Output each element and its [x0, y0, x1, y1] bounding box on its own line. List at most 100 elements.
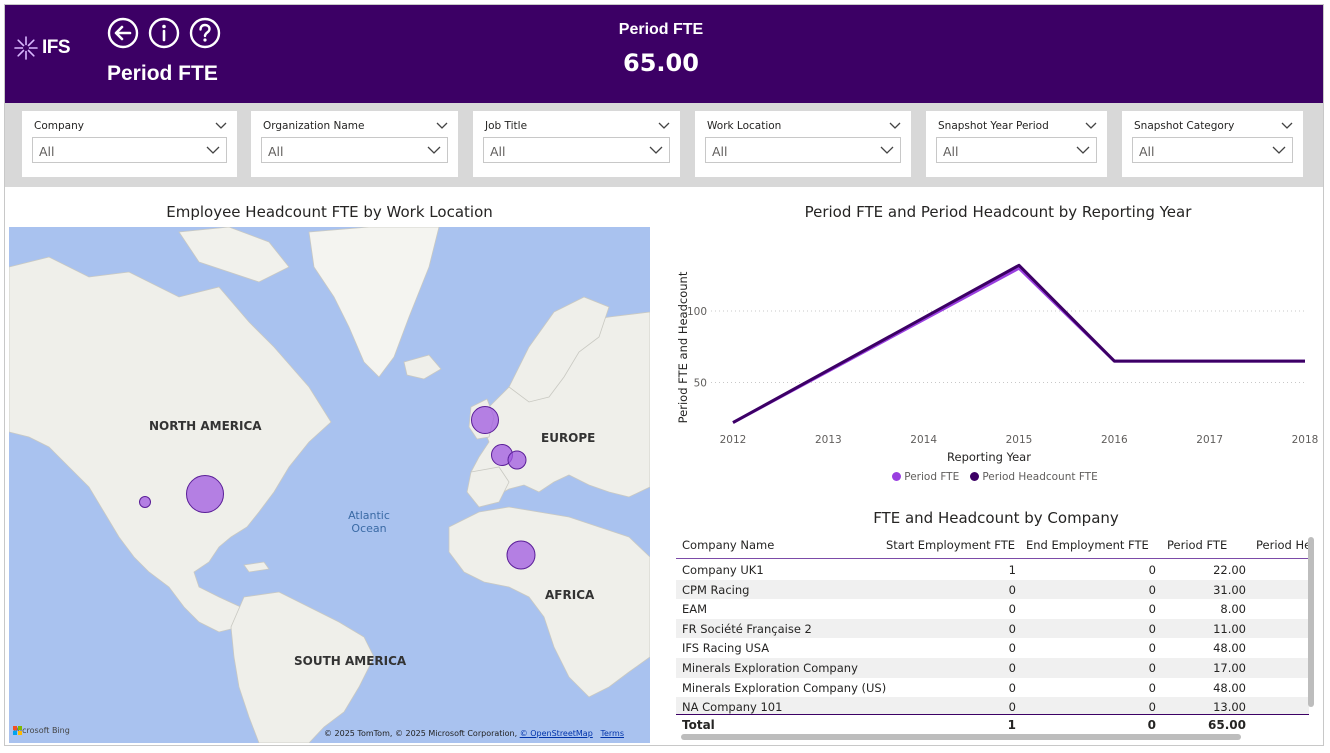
- x-tick-label: 2013: [815, 434, 842, 446]
- slicer-dropdown[interactable]: All: [32, 137, 227, 163]
- company-name-cell: EAM: [682, 602, 708, 617]
- column-header[interactable]: Start Employment FTE: [886, 538, 1015, 552]
- column-header[interactable]: Period FTE: [1167, 538, 1228, 552]
- slicer-work-location[interactable]: Work Location All: [695, 111, 911, 177]
- info-icon[interactable]: [148, 17, 180, 49]
- column-header[interactable]: End Employment FTE: [1026, 538, 1149, 552]
- start-fte-cell: 0: [1008, 661, 1016, 675]
- slicer-label: Snapshot Category: [1134, 120, 1235, 132]
- ifs-logo-text: IFS: [42, 37, 71, 58]
- help-icon[interactable]: [189, 17, 221, 49]
- end-fte-cell: 0: [1148, 680, 1156, 695]
- table-row[interactable]: FR Société Française 2 0 0 11.00: [676, 618, 1309, 639]
- table-row[interactable]: Minerals Exploration Company (US) 0 0 48.00: [676, 678, 1309, 698]
- x-tick-label: 2018: [1292, 434, 1319, 446]
- slicer-dropdown[interactable]: All: [261, 137, 448, 163]
- chevron-down-icon: [206, 146, 220, 154]
- report-header: IFS Period FTE Period FTE 65.00: [5, 5, 1323, 103]
- y-tick-label: 50: [694, 378, 707, 390]
- slicer-organization-name[interactable]: Organization Name All: [251, 111, 458, 177]
- chevron-down-icon[interactable]: [1085, 120, 1097, 130]
- table-row[interactable]: EAM 0 0 8.00: [676, 599, 1309, 619]
- line-chart: 2012 2013 2014 2015 2016 2017 2018 50 100 Repor…: [673, 227, 1323, 489]
- period-fte-cell: 48.00: [1213, 641, 1246, 656]
- world-map[interactable]: [9, 227, 650, 743]
- slicer-value: All: [268, 144, 284, 159]
- table-row[interactable]: IFS Racing USA 0 0 48.00: [676, 638, 1309, 658]
- slicer-snapshot-year-period[interactable]: Snapshot Year Period All: [926, 111, 1107, 177]
- company-name-cell: Minerals Exploration Company: [682, 661, 858, 675]
- period-fte-cell: 31.00: [1213, 582, 1246, 597]
- slicer-job-title[interactable]: Job Title All: [473, 111, 680, 177]
- series-line[interactable]: [732, 263, 1305, 424]
- total-start-fte: 1: [1007, 718, 1016, 732]
- location-bubble[interactable]: [506, 540, 536, 570]
- slicer-company[interactable]: Company All: [22, 111, 237, 177]
- back-arrow-icon[interactable]: [107, 17, 139, 49]
- chevron-down-icon[interactable]: [436, 120, 448, 130]
- map-label: Atlantic Ocean: [339, 509, 399, 535]
- bing-logo: Microsoft Bing: [13, 726, 70, 735]
- period-fte-cell: 48.00: [1213, 680, 1246, 695]
- x-tick-label: 2012: [720, 434, 747, 446]
- map-attribution: © 2025 TomTom, © 2025 Microsoft Corporat…: [324, 729, 624, 738]
- table-horizontal-scrollbar[interactable]: [681, 734, 1241, 740]
- location-bubble[interactable]: [507, 450, 527, 470]
- bing-text: Microsoft Bing: [13, 726, 70, 735]
- table-row[interactable]: CPM Racing 0 0 31.00: [676, 579, 1309, 600]
- company-table[interactable]: Company Name Start Employment FTE End Em…: [676, 531, 1309, 739]
- legend-dot: [892, 472, 902, 481]
- period-fte-cell: 17.00: [1213, 661, 1246, 675]
- page-title: Period FTE: [107, 62, 218, 85]
- chevron-down-icon[interactable]: [658, 120, 670, 130]
- series-line[interactable]: [732, 266, 1305, 424]
- kpi-value: 65.00: [623, 49, 699, 77]
- kpi-label: Period FTE: [618, 21, 704, 38]
- total-period-fte: 65.00: [1208, 718, 1246, 732]
- chevron-down-icon: [427, 146, 441, 154]
- location-bubble[interactable]: [139, 496, 151, 508]
- column-header[interactable]: Period He: [1256, 538, 1309, 552]
- slicer-dropdown[interactable]: All: [1132, 137, 1293, 163]
- map-visual[interactable]: NORTH AMERICA EUROPE AFRICA SOUTH AMERIC…: [9, 227, 650, 743]
- period-fte-cell: 13.00: [1213, 700, 1246, 715]
- slicer-dropdown[interactable]: All: [705, 137, 901, 163]
- start-fte-cell: 0: [1008, 621, 1016, 636]
- map-label-line: Ocean: [351, 522, 387, 535]
- location-bubble[interactable]: [186, 475, 224, 513]
- chart-legend: Period FTE Period Headcount FTE: [673, 466, 1323, 485]
- chevron-down-icon[interactable]: [1281, 120, 1293, 130]
- table-row[interactable]: Minerals Exploration Company 0 0 17.00: [676, 658, 1309, 678]
- table-row[interactable]: Company UK1 1 0 22.00: [676, 560, 1309, 580]
- company-name-cell: Company UK1: [682, 563, 764, 577]
- osm-link[interactable]: © OpenStreetMap: [519, 729, 593, 738]
- period-fte-cell: 11.00: [1213, 621, 1246, 636]
- ifs-logo-icon: [14, 36, 38, 60]
- slicer-dropdown[interactable]: All: [936, 137, 1097, 163]
- chevron-down-icon: [1272, 146, 1286, 154]
- chevron-down-icon[interactable]: [215, 120, 227, 130]
- table-vertical-scrollbar[interactable]: [1308, 537, 1314, 707]
- legend-item[interactable]: Period FTE: [892, 471, 959, 483]
- column-header[interactable]: Company Name: [682, 538, 775, 552]
- x-axis-label: Reporting Year: [947, 450, 1031, 464]
- table-row[interactable]: NA Company 101 0 0 13.00: [676, 697, 1309, 717]
- slicer-label: Job Title: [485, 120, 528, 132]
- start-fte-cell: 0: [1008, 680, 1016, 695]
- slicer-dropdown[interactable]: All: [483, 137, 670, 163]
- slicer-snapshot-category[interactable]: Snapshot Category All: [1122, 111, 1303, 177]
- line-chart-plot: 2012 2013 2014 2015 2016 2017 2018 50 100 Repor…: [676, 263, 1319, 464]
- end-fte-cell: 0: [1148, 582, 1156, 597]
- legend-dot: [970, 472, 980, 481]
- report-canvas: IFS Period FTE Period FTE 65.00 Company …: [4, 4, 1324, 746]
- slicer-label: Work Location: [707, 120, 782, 132]
- line-chart-title: Period FTE and Period Headcount by Repor…: [804, 203, 1192, 221]
- terms-link[interactable]: Terms: [600, 729, 624, 738]
- end-fte-cell: 0: [1148, 700, 1156, 715]
- location-bubble[interactable]: [471, 406, 499, 434]
- chevron-down-icon[interactable]: [889, 120, 901, 130]
- y-tick-label: 100: [687, 306, 707, 318]
- x-tick-label: 2017: [1196, 434, 1223, 446]
- slicer-value: All: [1139, 144, 1155, 159]
- legend-item[interactable]: Period Headcount FTE: [970, 471, 1098, 483]
